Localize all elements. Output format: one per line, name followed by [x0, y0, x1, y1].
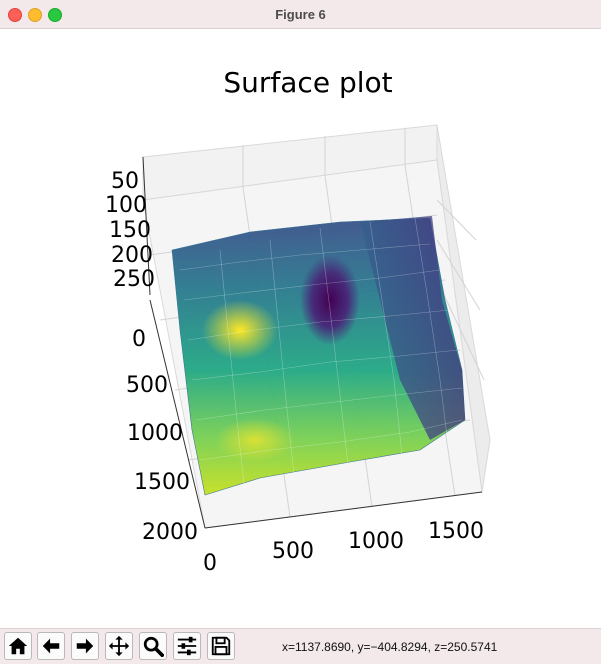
z-tick-label: 100	[105, 193, 147, 218]
close-window-button[interactable]	[8, 8, 22, 22]
home-button[interactable]	[4, 632, 32, 660]
navigation-toolbar: x=1137.8690, y=−404.8294, z=250.5741	[0, 628, 601, 664]
zoom-button[interactable]	[139, 632, 167, 660]
z-tick-label: 200	[111, 243, 153, 268]
window-title: Figure 6	[275, 7, 326, 22]
window-titlebar: Figure 6	[0, 0, 601, 29]
y-tick-label: 500	[126, 373, 168, 398]
x-tick-label: 0	[203, 551, 217, 576]
y-tick-label: 1500	[134, 470, 190, 495]
figure-canvas[interactable]: Surface plot 50 100 150 200 250 0 500 10…	[0, 29, 601, 628]
x-tick-label: 500	[272, 539, 314, 564]
chart-title: Surface plot	[223, 66, 392, 99]
x-tick-label: 1000	[348, 529, 404, 554]
configure-subplots-button[interactable]	[173, 632, 201, 660]
pan-button[interactable]	[105, 632, 133, 660]
floppy-disk-icon	[211, 636, 231, 656]
forward-button[interactable]	[71, 632, 99, 660]
x-axis-line	[204, 491, 483, 529]
surface-plot[interactable]: Surface plot 50 100 150 200 250 0 500 10…	[0, 29, 601, 628]
back-button[interactable]	[37, 632, 65, 660]
y-axis-line	[149, 299, 206, 529]
save-button[interactable]	[207, 632, 235, 660]
move-icon	[108, 635, 130, 657]
maximize-window-button[interactable]	[48, 8, 62, 22]
arrow-left-icon	[42, 638, 60, 654]
cursor-coordinates: x=1137.8690, y=−404.8294, z=250.5741	[282, 640, 498, 654]
z-axis-line	[142, 156, 151, 296]
magnifier-icon	[143, 636, 164, 657]
x-tick-label: 1500	[428, 519, 484, 544]
z-tick-label: 250	[113, 267, 155, 292]
home-icon	[8, 637, 28, 655]
y-tick-label: 1000	[127, 421, 183, 446]
y-tick-label: 2000	[142, 520, 198, 545]
z-tick-label: 150	[109, 218, 151, 243]
minimize-window-button[interactable]	[28, 8, 42, 22]
arrow-right-icon	[76, 638, 94, 654]
sliders-icon	[177, 636, 197, 656]
surface-mesh	[171, 216, 466, 496]
z-tick-label: 50	[111, 169, 139, 194]
y-tick-label: 0	[132, 327, 146, 352]
